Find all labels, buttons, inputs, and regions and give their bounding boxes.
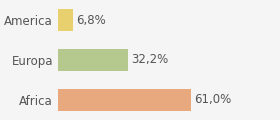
Text: 32,2%: 32,2% <box>131 54 168 66</box>
Bar <box>59 9 73 31</box>
Bar <box>59 49 129 71</box>
Text: 61,0%: 61,0% <box>194 93 231 106</box>
Text: 6,8%: 6,8% <box>76 14 106 27</box>
Bar <box>59 89 191 111</box>
